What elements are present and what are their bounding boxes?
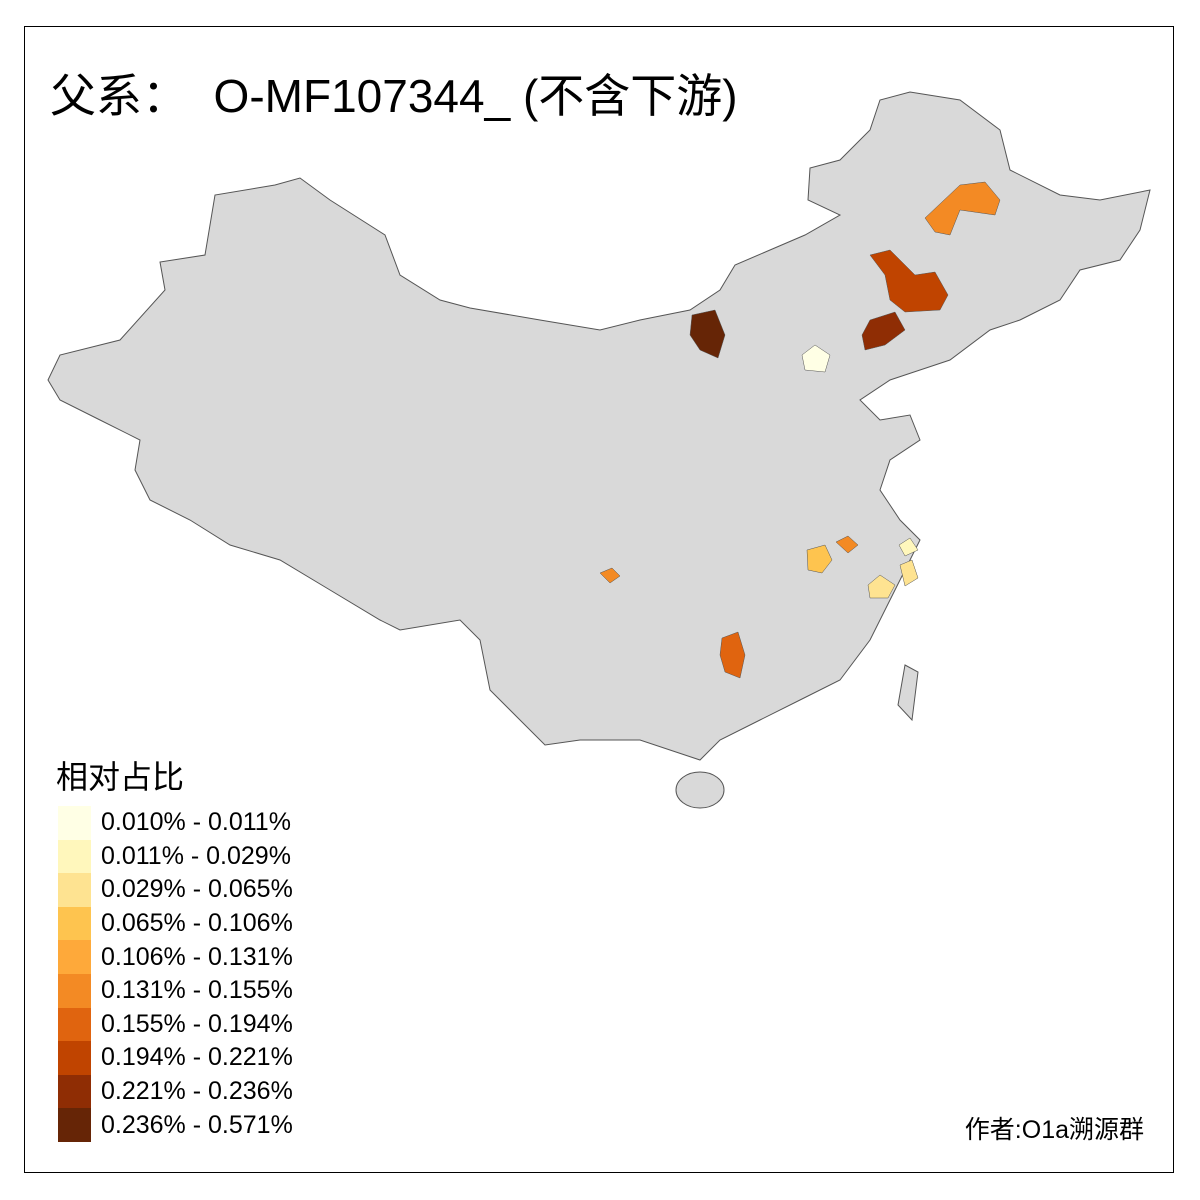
legend-item: 0.155% - 0.194% [58, 1007, 293, 1042]
legend-label: 0.029% - 0.065% [101, 875, 293, 904]
legend-swatch [58, 873, 91, 907]
legend-item: 0.106% - 0.131% [58, 940, 293, 974]
region-zhejiang-west [867, 574, 896, 599]
legend-item: 0.221% - 0.236% [58, 1074, 293, 1109]
legend-item: 0.194% - 0.221% [58, 1041, 293, 1075]
legend-item: 0.029% - 0.065% [58, 873, 293, 907]
legend-swatch [58, 906, 91, 941]
region-hulunbuir [924, 181, 1001, 236]
author-credit: 作者:O1a溯源群 [964, 1116, 1144, 1144]
legend-swatch [58, 806, 91, 840]
legend: 0.010% - 0.011% 0.011% - 0.029% 0.029% - 0… [58, 806, 293, 1142]
legend-item: 0.065% - 0.106% [58, 906, 293, 941]
legend-item: 0.011% - 0.029% [58, 839, 293, 874]
region-liaoning-west [861, 311, 906, 351]
legend-swatch [58, 1074, 91, 1109]
region-chongqing [599, 567, 621, 584]
region-anhui [806, 544, 833, 574]
legend-swatch [58, 973, 91, 1008]
legend-label: 0.131% - 0.155% [101, 976, 293, 1005]
region-zhejiang-north [899, 559, 919, 587]
legend-title: 相对占比 [56, 758, 185, 796]
region-baotou [689, 309, 726, 359]
legend-label: 0.010% - 0.011% [101, 808, 291, 837]
hainan-island [675, 771, 725, 809]
legend-swatch [58, 940, 91, 974]
legend-label: 0.106% - 0.131% [101, 942, 293, 971]
taiwan-island [897, 664, 919, 722]
map-title: 父系： O-MF107344_ (不含下游) [50, 70, 738, 122]
region-chifeng-tongliao [869, 249, 949, 313]
legend-label: 0.011% - 0.029% [101, 841, 291, 870]
legend-label: 0.065% - 0.106% [101, 909, 293, 938]
region-shanghai [898, 537, 919, 557]
legend-label: 0.155% - 0.194% [101, 1009, 293, 1038]
legend-swatch [58, 1041, 91, 1075]
map-frame [24, 26, 1174, 1173]
legend-label: 0.236% - 0.571% [101, 1110, 293, 1139]
region-beijing [801, 344, 831, 373]
legend-swatch [58, 839, 91, 874]
legend-item: 0.010% - 0.011% [58, 806, 293, 840]
region-hunan-south [719, 631, 746, 679]
legend-label: 0.221% - 0.236% [101, 1077, 293, 1106]
legend-swatch [58, 1007, 91, 1042]
legend-item: 0.131% - 0.155% [58, 973, 293, 1008]
legend-item: 0.236% - 0.571% [58, 1108, 293, 1142]
regions [599, 181, 1001, 679]
legend-swatch [58, 1108, 91, 1142]
region-nanjing [835, 535, 859, 554]
legend-label: 0.194% - 0.221% [101, 1043, 293, 1072]
